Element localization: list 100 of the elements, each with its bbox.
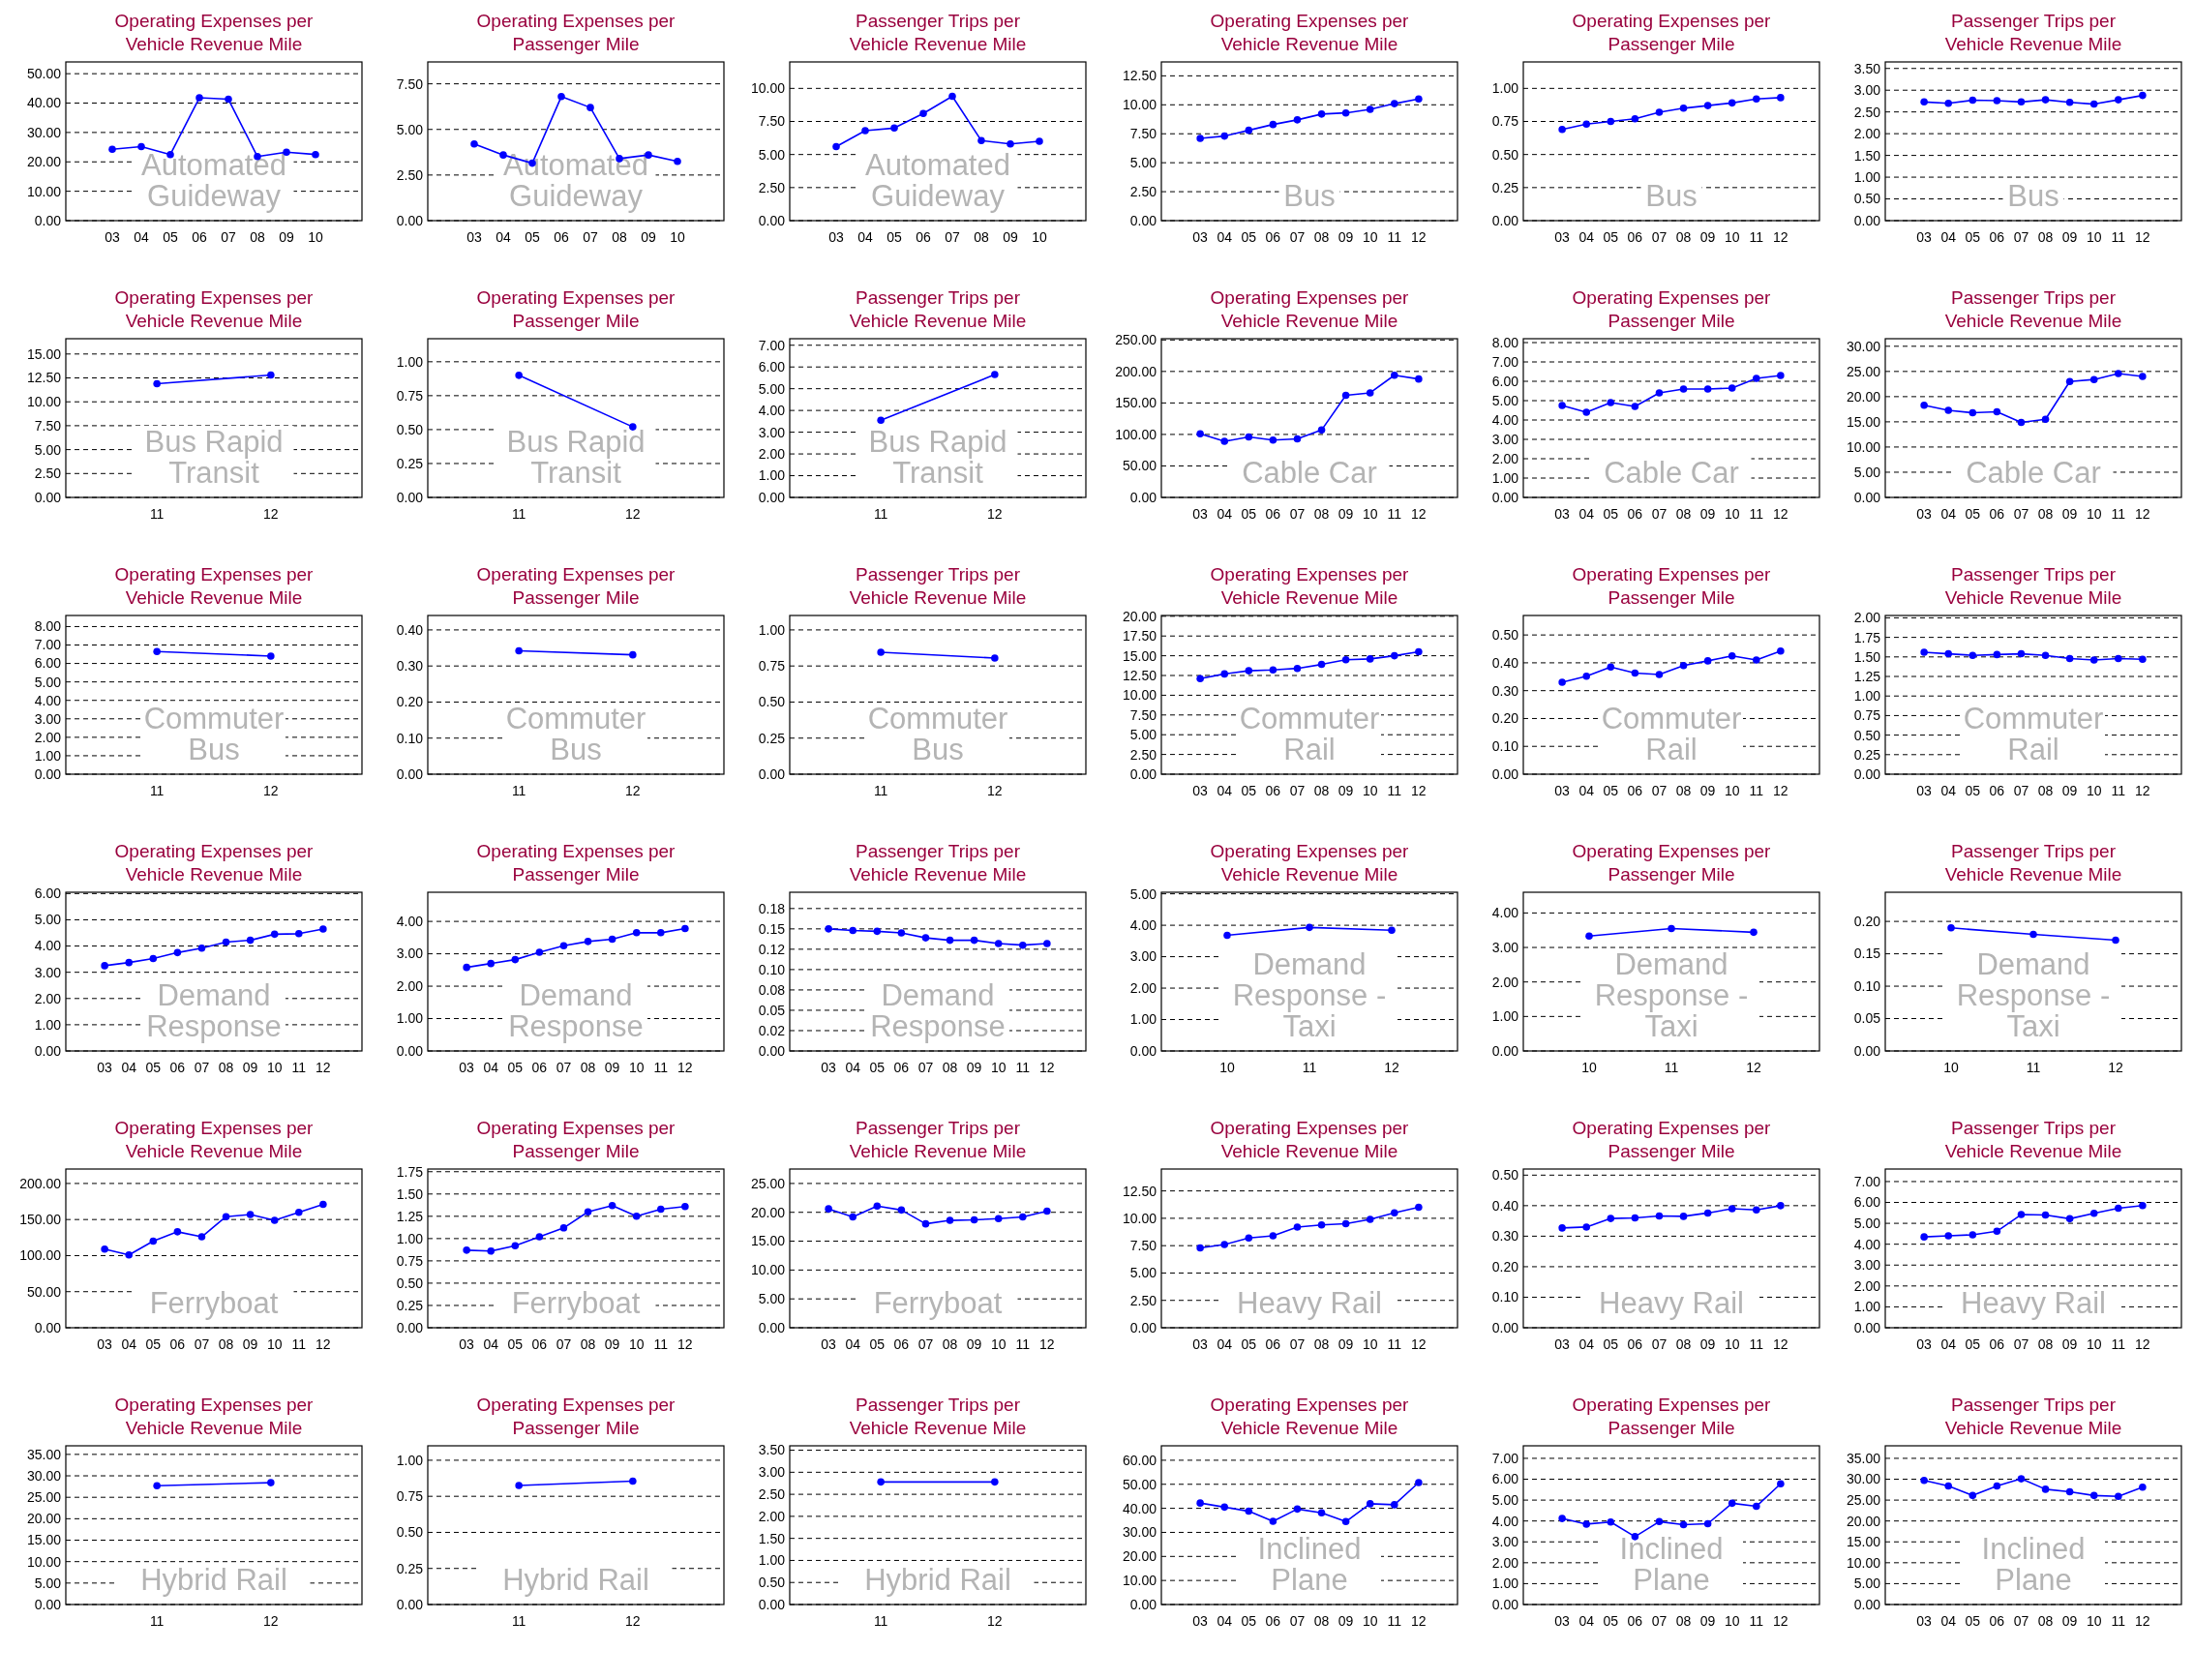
point	[1269, 666, 1277, 675]
point	[1631, 403, 1639, 410]
x-tick-label: 12	[1411, 506, 1427, 522]
point	[470, 140, 478, 148]
y-tick-label: 4.00	[396, 914, 424, 930]
x-tick-label: 05	[145, 1060, 162, 1075]
x-tick-label: 11	[1749, 229, 1764, 245]
y-tick-label: 0.30	[1491, 682, 1519, 699]
point	[511, 955, 520, 964]
point	[1777, 1202, 1785, 1210]
x-tick-label: 03	[466, 229, 482, 245]
x-tick-label: 11	[1302, 1060, 1317, 1075]
y-tick-label: 4.00	[1129, 917, 1157, 933]
y-tick-label: 25.00	[1846, 1492, 1881, 1509]
point	[2139, 91, 2147, 100]
y-tick-label: 2.50	[1853, 104, 1881, 120]
y-tick-label: 0.50	[1853, 727, 1881, 743]
x-tick-label: 08	[2037, 229, 2054, 245]
point	[1341, 391, 1350, 400]
x-tick-label: 09	[966, 1336, 982, 1352]
x-tick-label: 12	[1411, 1613, 1427, 1629]
point	[1679, 385, 1688, 393]
chart-title: Operating Expenses per Vehicle Revenue Mile	[114, 1395, 315, 1438]
x-tick-label: 03	[105, 229, 120, 245]
y-tick-label: 2.50	[758, 179, 786, 195]
annotation: Commuter Bus	[143, 702, 285, 766]
point	[1944, 406, 1952, 414]
y-tick-label: 50.00	[1122, 458, 1157, 474]
y-tick-label: 0.00	[1853, 1319, 1881, 1335]
x-tick-label: 10	[1362, 783, 1378, 798]
x-tick-label: 03	[459, 1060, 475, 1075]
y-tick-label: 0.00	[1853, 212, 1881, 228]
y-tick-label: 5.00	[1129, 727, 1157, 743]
point	[1944, 1482, 1952, 1490]
y-tick-label: 10.00	[26, 183, 62, 199]
point	[1655, 1517, 1664, 1526]
y-tick-label: 15.00	[750, 1233, 786, 1249]
y-tick-label: 3.00	[1491, 1534, 1519, 1550]
annotation: Inclined Plane	[1981, 1532, 2086, 1597]
y-tick-label: 0.25	[396, 1297, 424, 1313]
point	[319, 925, 327, 933]
x-tick-label: 05	[1603, 506, 1619, 522]
x-tick-label: 05	[1603, 1613, 1619, 1629]
point	[2139, 1483, 2147, 1491]
x-tick-label: 07	[2013, 1336, 2029, 1352]
x-tick-label: 03	[1916, 783, 1933, 798]
point	[2041, 1485, 2050, 1493]
x-tick-label: 04	[1940, 229, 1957, 245]
point	[1317, 426, 1326, 435]
y-tick-label: 3.00	[34, 710, 62, 727]
x-tick-label: 05	[1965, 229, 1981, 245]
x-tick-label: 12	[1384, 1060, 1399, 1075]
y-tick-label: 1.00	[396, 1452, 424, 1468]
chart-title: Operating Expenses per Passenger Mile	[1572, 564, 1772, 608]
x-tick-label: 03	[828, 229, 844, 245]
x-tick-label: 11	[2111, 1613, 2126, 1629]
point	[861, 127, 869, 135]
y-tick-label: 5.00	[1129, 155, 1157, 171]
y-tick-label: 10.00	[1122, 687, 1157, 704]
point	[890, 124, 898, 133]
x-tick-label: 08	[1675, 506, 1692, 522]
point	[632, 1213, 641, 1220]
point	[295, 1208, 303, 1216]
y-tick-label: 10.00	[1846, 438, 1881, 455]
y-tick-label: 0.20	[1491, 710, 1519, 727]
y-tick-label: 20.00	[1846, 388, 1881, 405]
point	[1920, 1477, 1928, 1485]
y-tick-label: 30.00	[26, 124, 62, 140]
x-tick-label: 04	[1217, 506, 1233, 522]
chart-title: Passenger Trips per Vehicle Revenue Mile	[1944, 11, 2122, 54]
point	[2089, 656, 2098, 664]
y-tick-label: 150.00	[1115, 395, 1157, 411]
y-tick-label: 1.50	[758, 1530, 786, 1546]
y-tick-label: 0.25	[396, 455, 424, 471]
point	[1993, 407, 2001, 416]
x-tick-label: 12	[1746, 1060, 1761, 1075]
point	[1019, 941, 1027, 949]
y-tick-label: 0.00	[1129, 1042, 1157, 1059]
x-tick-label: 05	[1965, 506, 1981, 522]
y-tick-label: 0.05	[1853, 1010, 1881, 1027]
x-tick-label: 12	[677, 1060, 693, 1075]
y-tick-label: 0.10	[396, 730, 424, 746]
x-tick-label: 11	[653, 1336, 669, 1352]
point	[1317, 1220, 1326, 1229]
x-tick-label: 04	[1578, 229, 1595, 245]
x-tick-label: 10	[1724, 229, 1740, 245]
x-tick-label: 04	[845, 1336, 861, 1352]
x-tick-label: 12	[2135, 229, 2150, 245]
y-tick-label: 8.00	[1491, 334, 1519, 350]
chart-title: Operating Expenses per Passenger Mile	[476, 1395, 676, 1438]
point	[2089, 100, 2098, 108]
point	[197, 1233, 206, 1241]
y-tick-label: 0.20	[396, 694, 424, 710]
y-tick-label: 7.50	[1129, 1238, 1157, 1254]
x-tick-label: 09	[604, 1060, 620, 1075]
point	[1558, 402, 1566, 409]
annotation: Commuter Rail	[1601, 702, 1742, 766]
point	[921, 1219, 930, 1228]
x-tick-label: 03	[821, 1060, 837, 1075]
x-tick-label: 03	[1192, 506, 1209, 522]
